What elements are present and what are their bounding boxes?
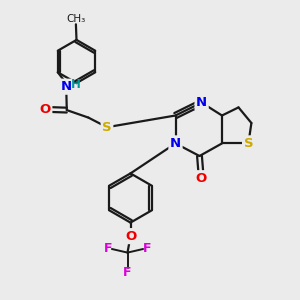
- Text: N: N: [196, 96, 207, 109]
- Text: CH₃: CH₃: [66, 14, 85, 25]
- Text: N: N: [61, 80, 72, 93]
- Text: F: F: [104, 242, 112, 255]
- Text: O: O: [125, 230, 136, 243]
- Text: N: N: [170, 137, 181, 150]
- Text: S: S: [244, 137, 253, 150]
- Text: H: H: [71, 78, 81, 91]
- Text: O: O: [40, 103, 51, 116]
- Text: F: F: [143, 242, 151, 255]
- Text: O: O: [195, 172, 207, 185]
- Text: F: F: [123, 266, 132, 279]
- Text: S: S: [102, 121, 112, 134]
